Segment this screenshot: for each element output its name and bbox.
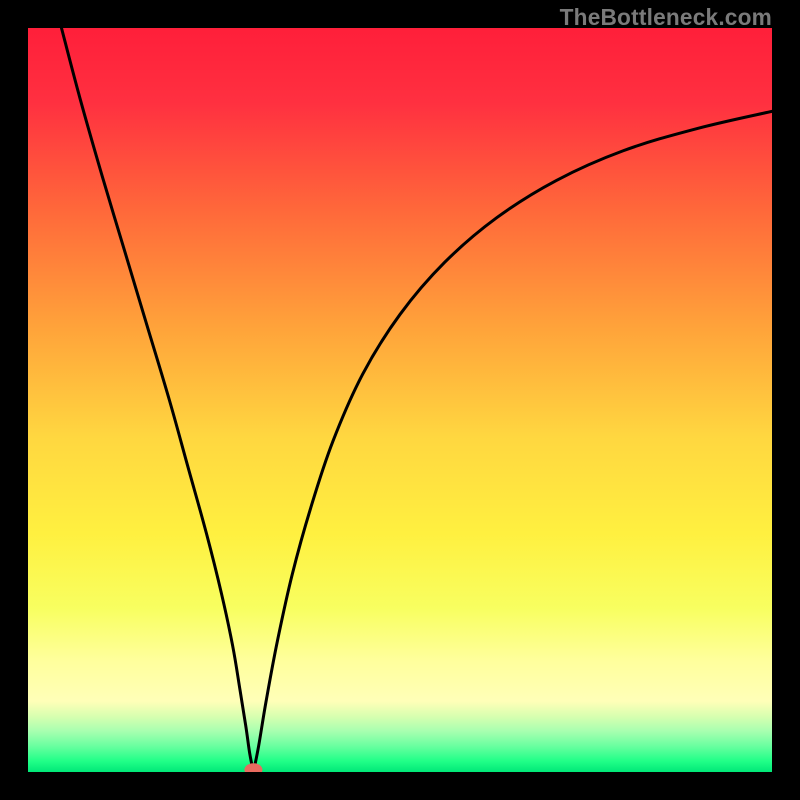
watermark-text: TheBottleneck.com: [560, 4, 772, 31]
gradient-curve-chart: [28, 28, 772, 772]
chart-plot-area: [28, 28, 772, 772]
